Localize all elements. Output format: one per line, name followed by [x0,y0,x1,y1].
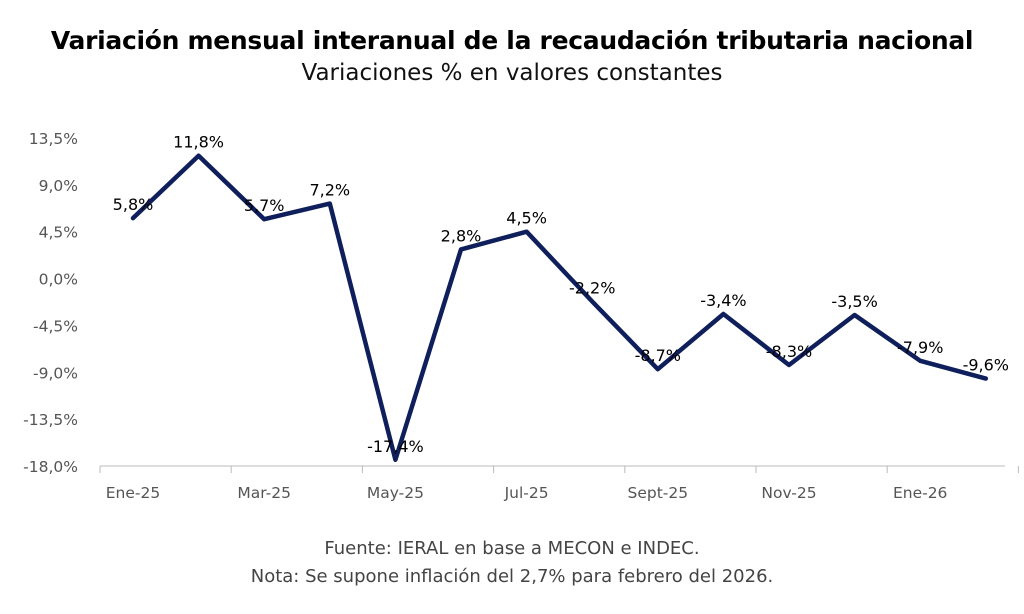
data-label: -17,4% [367,437,424,456]
data-label: -8,3% [766,342,812,361]
y-tick-label: -4,5% [33,317,78,335]
data-label: 5,8% [113,195,154,214]
x-tick-label: Nov-25 [761,484,816,502]
x-tick-label: Mar-25 [237,484,291,502]
y-tick-label: -13,5% [23,411,78,429]
data-label: -2,2% [569,278,615,297]
y-tick-label: -9,0% [33,364,78,382]
data-label: -8,7% [635,346,681,365]
data-label: -7,9% [897,338,943,357]
x-tick-label: Ene-25 [106,484,160,502]
x-tick-label: Sept-25 [627,484,688,502]
x-tick-label: Jul-25 [504,484,549,502]
y-tick-label: 0,0% [39,271,78,289]
y-tick-label: -18,0% [23,458,78,476]
data-label: 5,7% [244,196,285,215]
data-label: 2,8% [441,226,482,245]
x-tick-label: May-25 [367,484,424,502]
x-tick-label: Ene-26 [893,484,947,502]
source-note: Fuente: IERAL en base a MECON e INDEC. [324,538,700,559]
y-tick-label: 4,5% [39,224,78,242]
data-label: -3,5% [831,292,877,311]
chart-title: Variación mensual interanual de la recau… [50,26,974,55]
data-label: 11,8% [173,133,224,152]
series-line [130,153,989,463]
data-label: -3,4% [700,291,746,310]
data-label: 4,5% [506,209,547,228]
y-tick-label: 13,5% [29,130,78,148]
chart-subtitle: Variaciones % en valores constantes [301,60,723,86]
y-tick-label: 9,0% [39,177,78,195]
data-label: 7,2% [309,181,350,200]
inflation-note: Nota: Se supone inflación del 2,7% para … [250,566,774,587]
data-label: -9,6% [963,356,1009,375]
